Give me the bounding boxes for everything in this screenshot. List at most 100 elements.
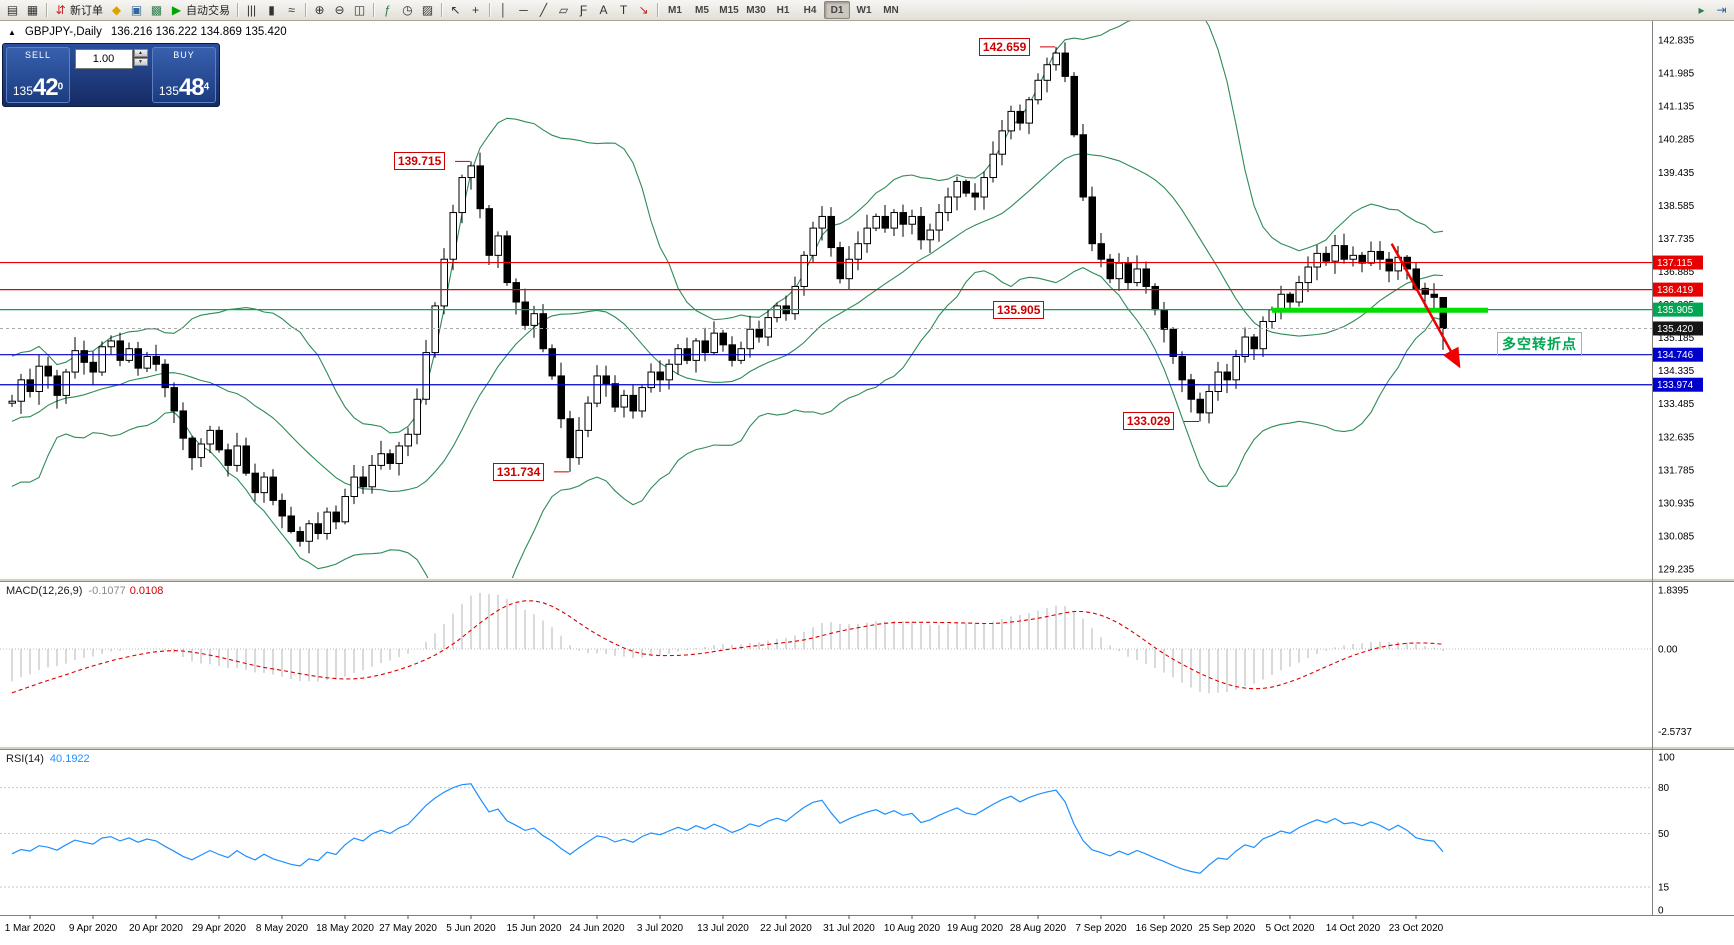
price-callout[interactable]: 142.659 [978,37,1031,56]
price-callout[interactable]: 139.715 [393,152,446,171]
templates-icon[interactable]: ▨ [418,1,437,19]
toolbar-separator [441,3,442,17]
svg-text:24 Jun 2020: 24 Jun 2020 [569,923,624,934]
svg-text:8 May 2020: 8 May 2020 [256,923,309,934]
cursor-icon[interactable]: ↖ [446,1,465,19]
svg-text:9 Apr 2020: 9 Apr 2020 [69,923,118,934]
channel-icon[interactable]: ▱ [554,1,573,19]
tile-windows-icon[interactable]: ◫ [350,1,369,19]
line-chart-icon[interactable]: ≈ [282,1,301,19]
svg-text:80: 80 [1658,783,1670,794]
autotrading-button-label: 自动交易 [186,5,230,17]
timeframe-h4[interactable]: H4 [797,1,823,19]
buy-label: BUY [173,50,195,60]
svg-text:16 Sep 2020: 16 Sep 2020 [1136,923,1193,934]
periods-icon[interactable]: ◷ [398,1,417,19]
svg-text:140.285: 140.285 [1658,135,1695,146]
chart-shift-icon[interactable]: ⇥ [1712,1,1731,19]
candlestick-chart-icon[interactable]: ▮ [262,1,281,19]
volume-control: ▲ ▼ [73,44,149,106]
svg-text:25 Sep 2020: 25 Sep 2020 [1199,923,1256,934]
fibonacci-icon[interactable]: Ƒ [574,1,593,19]
timeframe-m15[interactable]: M15 [716,1,742,19]
price-callout[interactable]: 131.734 [492,462,545,481]
new-order-button: ⇵ [55,3,66,17]
svg-text:31 Jul 2020: 31 Jul 2020 [823,923,875,934]
profiles-icon[interactable]: ▦ [23,1,42,19]
horizontal-line-icon: ─ [519,3,528,17]
channel-icon: ▱ [558,3,569,17]
quote-collapse-icon[interactable]: ▲ [8,27,16,37]
timeframe-m30[interactable]: M30 [743,1,769,19]
svg-text:1 Mar 2020: 1 Mar 2020 [5,923,56,934]
auto-scroll-icon[interactable]: ▸ [1692,1,1711,19]
volume-input[interactable] [74,49,133,69]
timeframe-d1[interactable]: D1 [824,1,850,19]
svg-text:136.885: 136.885 [1658,267,1695,278]
zoom-in-icon[interactable]: ⊕ [310,1,329,19]
timeframe-h1[interactable]: H1 [770,1,796,19]
volume-down-button[interactable]: ▼ [133,58,148,66]
strategy-tester-icon[interactable]: ▩ [147,1,166,19]
svg-text:141.985: 141.985 [1658,69,1695,80]
svg-text:100: 100 [1658,753,1675,764]
new-chart-icon[interactable]: ▤ [3,1,22,19]
annotation-note[interactable]: 多空转折点 [1497,331,1582,356]
trendline-icon[interactable]: ╱ [534,1,553,19]
buy-button[interactable]: BUY 135484 [152,47,216,103]
price-callout[interactable]: 135.905 [993,300,1045,319]
profiles-icon: ▦ [26,3,39,17]
timeframe-w1[interactable]: W1 [851,1,877,19]
svg-text:3 Jul 2020: 3 Jul 2020 [637,923,684,934]
svg-text:20 Apr 2020: 20 Apr 2020 [129,923,183,934]
autotrading-button: ▶ [171,3,182,17]
svg-text:137.115: 137.115 [1657,258,1693,269]
svg-text:1.8395: 1.8395 [1658,586,1689,597]
buy-price: 135484 [158,74,210,101]
arrows-icon[interactable]: ↘ [634,1,653,19]
new-order-button[interactable]: ⇵ 新订单 [51,1,106,19]
svg-text:23 Oct 2020: 23 Oct 2020 [1389,923,1444,934]
templates-icon: ▨ [421,3,434,17]
indicators-icon: ƒ [384,3,391,17]
timeframe-m1[interactable]: M1 [662,1,688,19]
svg-text:132.635: 132.635 [1658,432,1695,443]
sell-button[interactable]: SELL 135420 [6,47,70,103]
horizontal-line-icon[interactable]: ─ [514,1,533,19]
fibonacci-icon: Ƒ [579,3,588,17]
text-icon[interactable]: A [594,1,613,19]
one-click-trading-panel: SELL 135420 ▲ ▼ BUY 135484 [2,43,220,107]
cursor-icon: ↖ [450,3,461,17]
metaeditor-icon[interactable]: ◆ [107,1,126,19]
terminal-icon[interactable]: ▣ [127,1,146,19]
svg-text:142.835: 142.835 [1658,36,1695,47]
text-label-icon[interactable]: T [614,1,633,19]
bar-chart-icon[interactable]: ||| [242,1,261,19]
svg-text:135.420: 135.420 [1657,324,1694,335]
price-callout[interactable]: 133.029 [1122,412,1175,431]
text-icon: A [599,3,608,17]
svg-text:135.185: 135.185 [1658,333,1695,344]
line-chart-icon: ≈ [288,3,295,17]
vertical-line-icon[interactable]: │ [494,1,513,19]
svg-text:10 Aug 2020: 10 Aug 2020 [884,923,941,934]
svg-text:139.435: 139.435 [1658,168,1695,179]
volume-up-button[interactable]: ▲ [133,49,148,57]
macd-label: MACD(12,26,9) -0.1077 0.0108 [6,585,164,597]
svg-text:141.135: 141.135 [1658,102,1695,113]
toolbar-separator [237,3,238,17]
crosshair-icon[interactable]: + [466,1,485,19]
svg-text:134.335: 134.335 [1658,366,1695,377]
auto-scroll-icon: ▸ [1698,3,1705,17]
toolbar-separator [489,3,490,17]
svg-text:13 Jul 2020: 13 Jul 2020 [697,923,749,934]
indicators-icon[interactable]: ƒ [378,1,397,19]
new-order-button-label: 新订单 [70,5,103,17]
zoom-out-icon[interactable]: ⊖ [330,1,349,19]
svg-text:136.419: 136.419 [1657,285,1694,296]
autotrading-button[interactable]: ▶ 自动交易 [167,1,233,19]
arrows-icon: ↘ [638,3,649,17]
timeframe-mn[interactable]: MN [878,1,904,19]
timeframe-m5[interactable]: M5 [689,1,715,19]
